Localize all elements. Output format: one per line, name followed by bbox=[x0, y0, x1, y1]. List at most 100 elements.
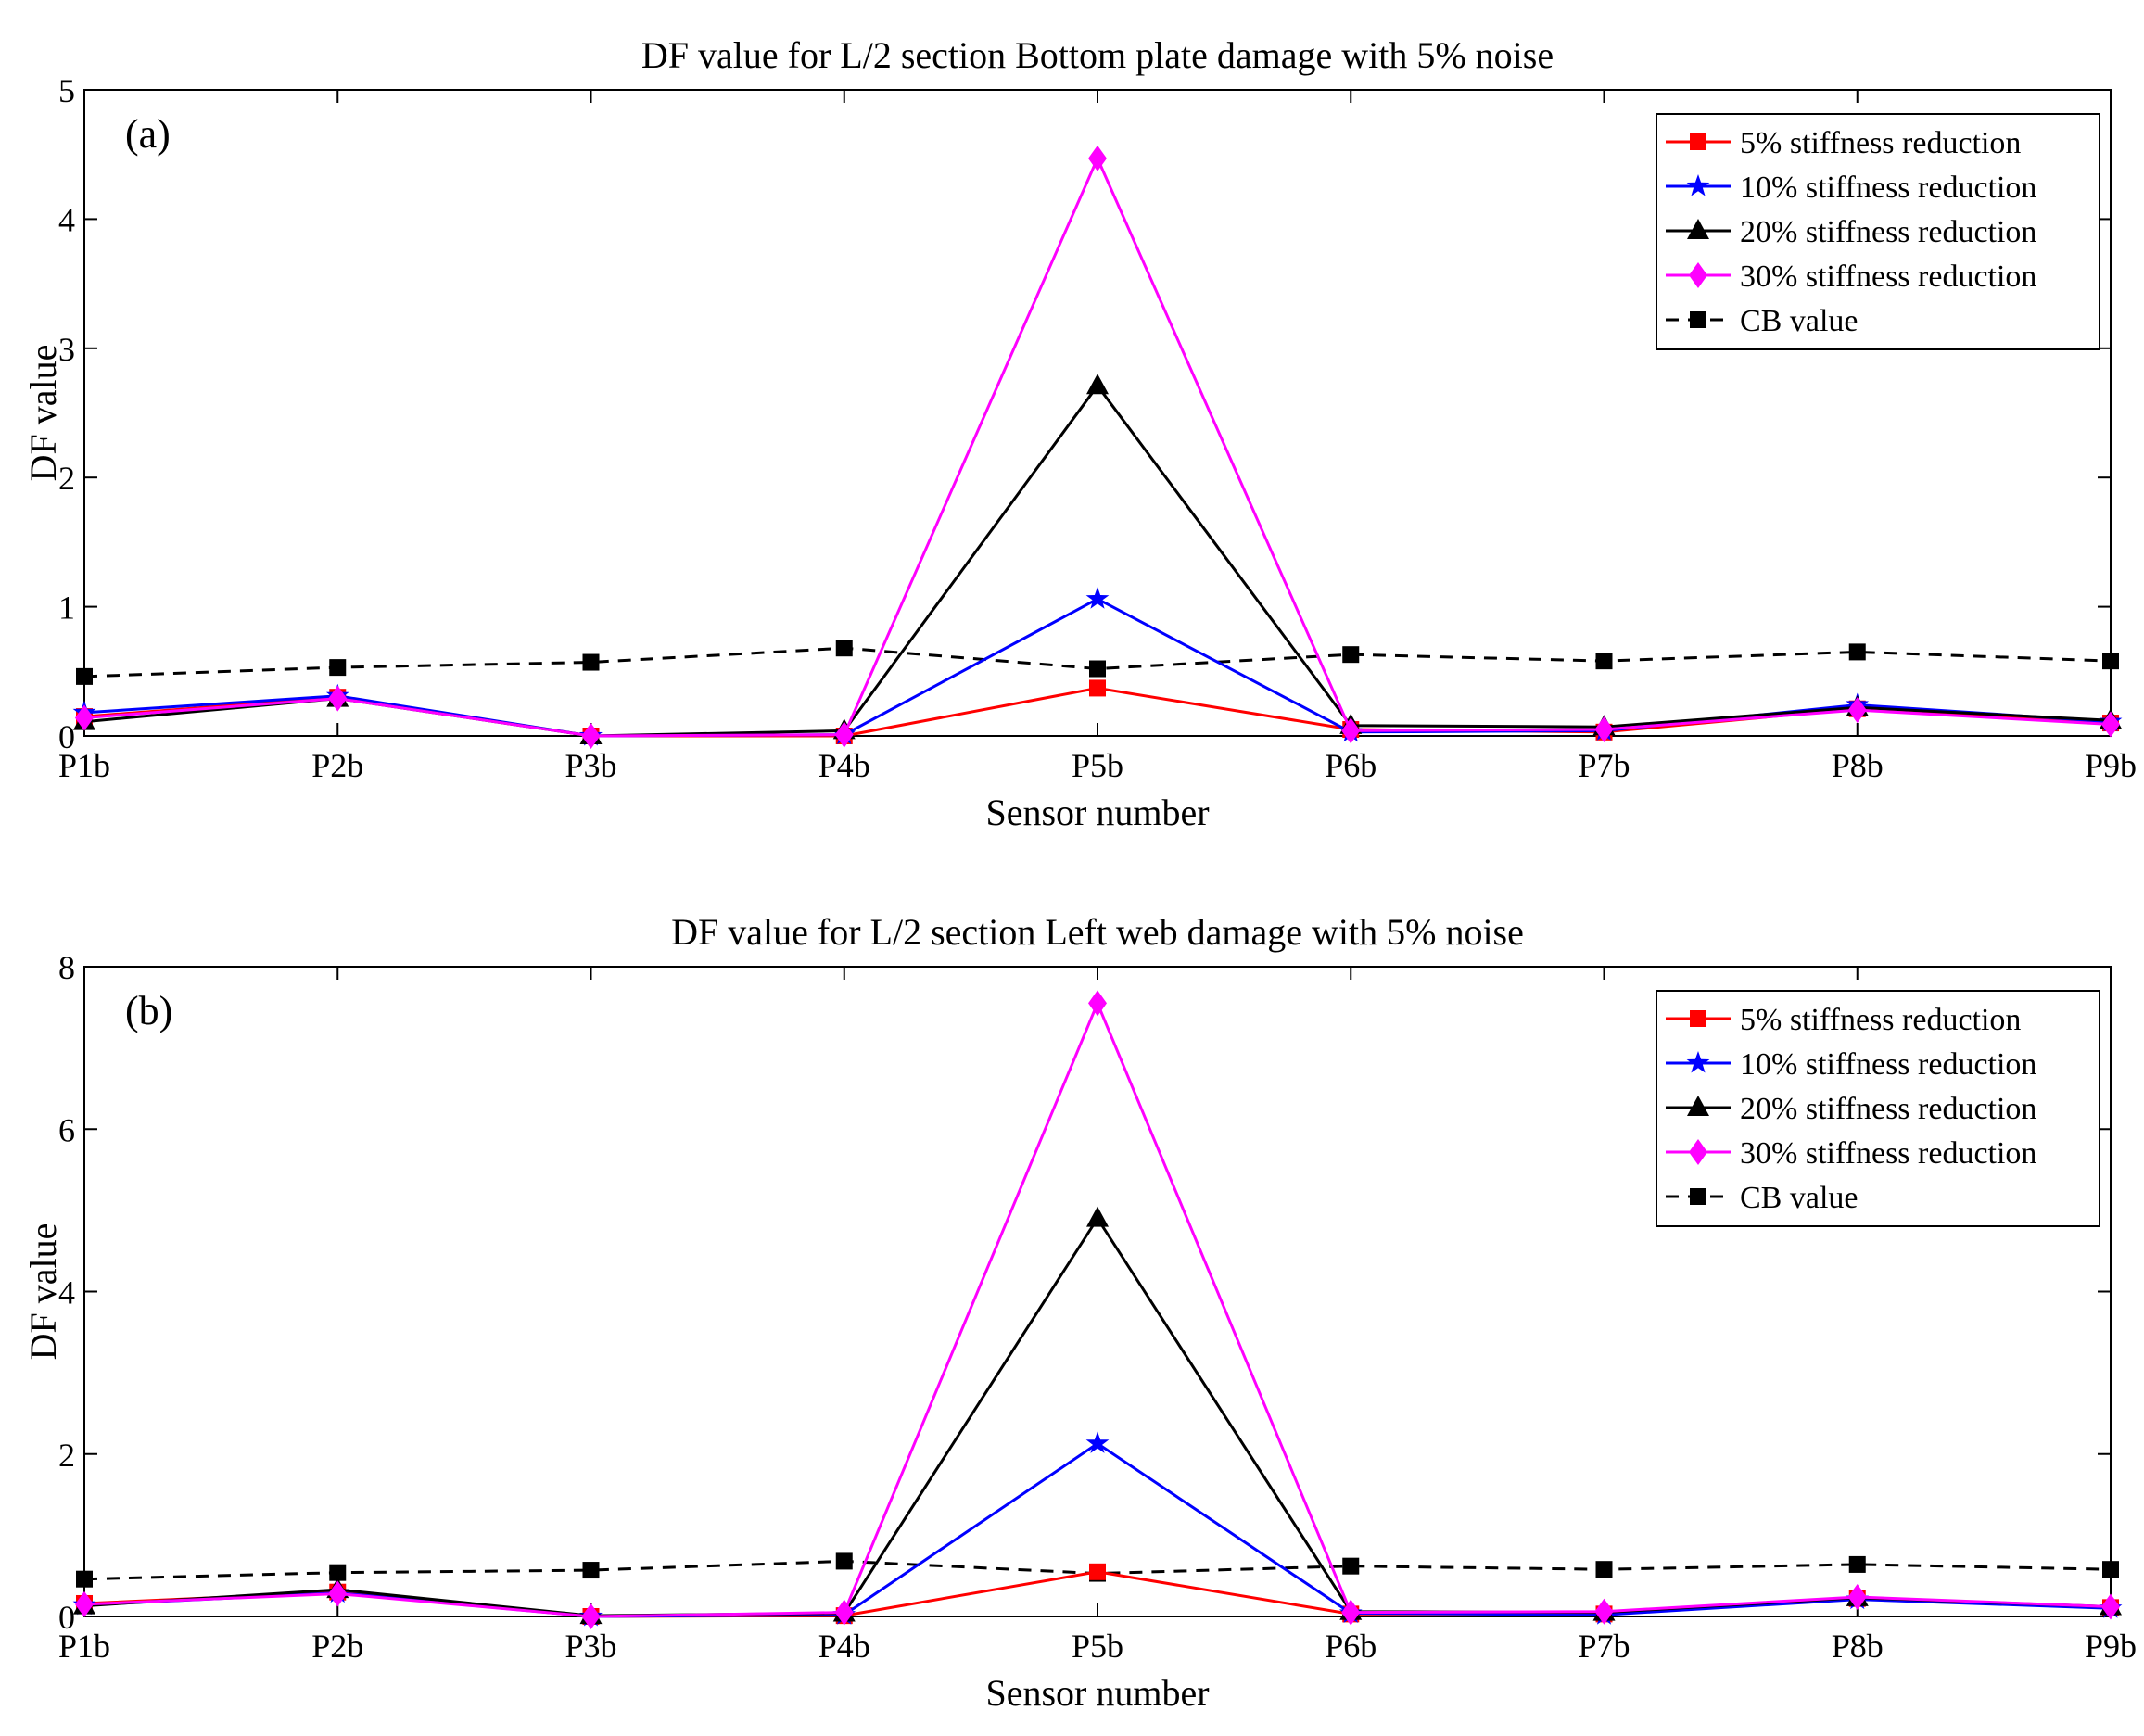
legend-marker bbox=[1686, 1051, 1710, 1073]
y-axis-label: DF value bbox=[22, 1223, 64, 1361]
legend-label: 10% stiffness reduction bbox=[1740, 171, 2036, 205]
legend-marker bbox=[1686, 174, 1710, 196]
y-tick-label: 0 bbox=[58, 718, 75, 755]
x-tick-label: P5b bbox=[1072, 747, 1123, 784]
data-point-marker bbox=[2102, 1561, 2119, 1578]
data-point-marker bbox=[75, 704, 94, 731]
data-point-marker bbox=[582, 1562, 600, 1579]
data-point-marker bbox=[75, 1590, 94, 1617]
data-point-marker bbox=[329, 1564, 347, 1581]
legend-marker bbox=[1690, 1188, 1706, 1205]
data-point-marker bbox=[328, 1580, 348, 1607]
data-point-marker bbox=[834, 1599, 854, 1626]
data-point-marker bbox=[1089, 1563, 1106, 1580]
y-tick-label: 2 bbox=[58, 460, 75, 497]
data-point-marker bbox=[1088, 990, 1107, 1017]
data-point-marker bbox=[1085, 1431, 1110, 1453]
chart-title: DF value for L/2 section Bottom plate da… bbox=[641, 34, 1554, 76]
x-tick-label: P2b bbox=[311, 1628, 363, 1665]
y-tick-label: 4 bbox=[58, 201, 75, 238]
legend: 5% stiffness reduction 10% stiffness redu… bbox=[1656, 990, 2100, 1227]
x-tick-label: P3b bbox=[565, 1628, 616, 1665]
x-tick-label: P6b bbox=[1325, 1628, 1376, 1665]
data-point-marker bbox=[1594, 1598, 1614, 1625]
legend-label: CB value bbox=[1740, 304, 1858, 338]
legend-marker bbox=[1687, 1096, 1709, 1116]
data-point-marker bbox=[1342, 1557, 1360, 1575]
x-axis-label: Sensor number bbox=[985, 792, 1209, 833]
legend-label: 5% stiffness reduction bbox=[1740, 126, 2021, 160]
chart-title: DF value for L/2 section Left web damage… bbox=[671, 911, 1524, 953]
data-point-marker bbox=[329, 659, 347, 677]
data-point-marker bbox=[76, 1570, 93, 1588]
data-point-marker bbox=[1595, 1561, 1613, 1578]
y-tick-label: 6 bbox=[58, 1111, 75, 1148]
legend-marker bbox=[1690, 133, 1706, 150]
x-tick-label: P2b bbox=[311, 747, 363, 784]
data-point-marker bbox=[2102, 653, 2119, 670]
data-point-marker bbox=[1847, 697, 1867, 724]
legend-marker bbox=[1689, 1139, 1707, 1165]
chart-b: DF value for L/2 section Left web damage… bbox=[22, 911, 2137, 1714]
legend-label: CB value bbox=[1740, 1181, 1858, 1215]
data-point-marker bbox=[2101, 711, 2120, 738]
x-tick-label: P9b bbox=[2085, 1628, 2137, 1665]
legend-marker bbox=[1690, 1010, 1706, 1027]
x-tick-label: P1b bbox=[58, 747, 110, 784]
data-point-marker bbox=[582, 653, 600, 671]
x-tick-label: P3b bbox=[565, 747, 616, 784]
x-tick-label: P5b bbox=[1072, 1628, 1123, 1665]
legend-label: 30% stiffness reduction bbox=[1740, 1136, 2036, 1171]
x-tick-label: P4b bbox=[818, 747, 870, 784]
data-point-marker bbox=[1847, 1583, 1867, 1610]
data-point-marker bbox=[1848, 643, 1866, 661]
x-tick-label: P8b bbox=[1832, 1628, 1884, 1665]
x-axis-label: Sensor number bbox=[985, 1672, 1209, 1714]
y-tick-label: 0 bbox=[58, 1599, 75, 1636]
y-tick-label: 1 bbox=[58, 589, 75, 627]
legend-label: 30% stiffness reduction bbox=[1740, 260, 2036, 294]
data-point-marker bbox=[1086, 1206, 1109, 1227]
data-point-marker bbox=[328, 685, 348, 712]
data-point-marker bbox=[1594, 716, 1614, 743]
series-30-stiffness-reduction bbox=[75, 990, 2120, 1629]
data-point-marker bbox=[2101, 1593, 2120, 1620]
y-tick-label: 4 bbox=[58, 1274, 75, 1312]
data-point-marker bbox=[1088, 145, 1107, 171]
y-tick-label: 5 bbox=[58, 72, 75, 109]
data-point-marker bbox=[1341, 717, 1361, 744]
x-tick-label: P6b bbox=[1325, 747, 1376, 784]
data-point-marker bbox=[581, 1603, 601, 1629]
legend-marker bbox=[1687, 219, 1709, 239]
x-tick-label: P9b bbox=[2085, 747, 2137, 784]
legend-marker bbox=[1689, 262, 1707, 288]
y-tick-label: 2 bbox=[58, 1437, 75, 1474]
data-point-marker bbox=[1341, 1599, 1361, 1626]
data-point-marker bbox=[1848, 1555, 1866, 1573]
y-tick-label: 3 bbox=[58, 331, 75, 368]
x-tick-label: P1b bbox=[58, 1628, 110, 1665]
series-30-stiffness-reduction bbox=[75, 145, 2120, 749]
data-point-marker bbox=[835, 640, 853, 657]
panel-label: (a) bbox=[125, 111, 171, 157]
legend: 5% stiffness reduction 10% stiffness redu… bbox=[1656, 113, 2100, 350]
y-tick-label: 8 bbox=[58, 949, 75, 986]
legend-label: 5% stiffness reduction bbox=[1740, 1003, 2021, 1037]
data-point-marker bbox=[581, 723, 601, 749]
x-tick-label: P8b bbox=[1832, 747, 1884, 784]
series-cb-value bbox=[76, 640, 2119, 685]
chart-a: DF value for L/2 section Bottom plate da… bbox=[22, 34, 2137, 833]
data-point-marker bbox=[76, 667, 93, 685]
series-line bbox=[83, 646, 2112, 678]
panel-label: (b) bbox=[125, 988, 172, 1033]
data-point-marker bbox=[1089, 679, 1106, 697]
data-point-marker bbox=[1085, 587, 1110, 609]
legend-label: 20% stiffness reduction bbox=[1740, 1092, 2036, 1126]
data-point-marker bbox=[834, 721, 854, 748]
legend-marker bbox=[1690, 311, 1706, 328]
data-point-marker bbox=[1595, 653, 1613, 670]
x-tick-label: P7b bbox=[1578, 747, 1630, 784]
x-tick-label: P7b bbox=[1578, 1628, 1630, 1665]
legend-label: 10% stiffness reduction bbox=[1740, 1047, 2036, 1082]
legend-label: 20% stiffness reduction bbox=[1740, 215, 2036, 249]
